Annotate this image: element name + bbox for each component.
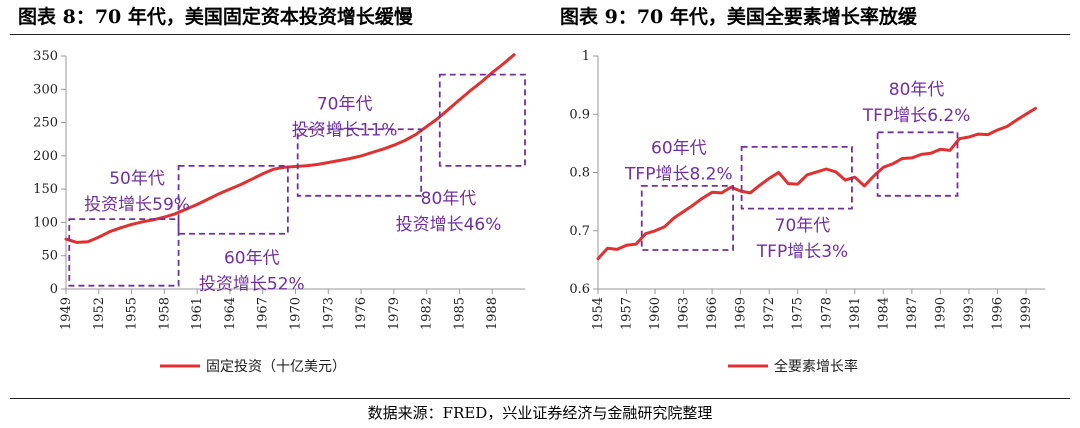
x-tick-label: 1984 <box>876 297 891 330</box>
chart-title-right: 图表 9：70 年代，美国全要素增长率放缓 <box>560 6 917 28</box>
x-tick-label: 1975 <box>791 297 806 330</box>
decade-box <box>740 145 853 210</box>
y-tick-label: 0.6 <box>569 282 590 297</box>
decade-box <box>876 131 959 197</box>
decade-annotation: TFP增长8.2% <box>624 164 733 184</box>
x-tick-label: 1952 <box>92 297 107 330</box>
x-tick-label: 1981 <box>848 297 863 330</box>
x-tick-label: 1999 <box>1019 297 1034 330</box>
series-line <box>596 106 1037 261</box>
x-tick-label: 1976 <box>354 297 369 330</box>
x-tick-label: 1967 <box>256 297 271 330</box>
x-tick-label: 1964 <box>223 297 238 330</box>
legend-label: 全要素增长率 <box>774 358 858 375</box>
x-tick-label: 1988 <box>485 297 500 330</box>
y-tick-label: 0.9 <box>569 107 590 122</box>
y-tick-label: 250 <box>33 116 58 131</box>
x-tick-label: 1973 <box>321 297 336 330</box>
y-tick-label: 1 <box>582 49 590 64</box>
decade-annotation: 70年代 <box>775 216 831 236</box>
decade-annotation: 60年代 <box>651 138 707 158</box>
chart-tfp: 0.6 0.7 0.8 0.9 1 1954 1957 1960 1963 1966 1969 197… <box>569 49 1045 375</box>
x-tick-label: 1963 <box>677 297 692 330</box>
x-tick-label: 1993 <box>962 297 977 330</box>
y-tick-label: 50 <box>41 249 58 264</box>
decade-box <box>177 164 289 235</box>
decade-annotation: 投资增长11% <box>292 120 398 140</box>
decade-box <box>640 184 734 251</box>
decade-annotation: 投资增长59% <box>84 195 190 215</box>
legend-label: 固定投资（十亿美元） <box>206 359 346 375</box>
x-tick-label: 1958 <box>157 297 172 330</box>
decade-annotation: 80年代 <box>421 189 477 209</box>
x-tick-label: 1979 <box>387 297 402 330</box>
decade-annotation: 50年代 <box>109 169 165 189</box>
y-tick-label: 0.8 <box>569 166 590 181</box>
x-tick-label: 1960 <box>648 297 663 330</box>
chart-fixed-investment: 0 50 100 150 200 250 300 350 1949 1952 1955 1958 196… <box>33 49 526 375</box>
x-tick-label: 1954 <box>591 297 606 330</box>
x-tick-label: 1970 <box>289 297 304 330</box>
decade-box <box>438 73 526 167</box>
x-tick-label: 1957 <box>620 297 635 330</box>
top-rule <box>10 34 1070 35</box>
decade-annotation: 投资增长52% <box>199 275 305 295</box>
x-tick-label: 1996 <box>990 297 1005 330</box>
x-tick-label: 1972 <box>762 297 777 330</box>
decade-box <box>296 128 423 197</box>
y-tick-label: 200 <box>33 149 58 164</box>
x-tick-label: 1955 <box>125 297 140 330</box>
decade-annotation: 80年代 <box>889 80 945 100</box>
y-tick-label: 350 <box>33 49 58 64</box>
decade-annotation: 60年代 <box>224 249 280 269</box>
x-tick-label: 1985 <box>452 297 467 330</box>
y-tick-label: 100 <box>33 215 58 230</box>
x-tick-label: 1978 <box>819 297 834 330</box>
x-tick-label: 1987 <box>905 297 920 330</box>
y-tick-label: 0 <box>50 282 58 297</box>
x-tick-label: 1982 <box>420 297 435 330</box>
y-tick-label: 300 <box>33 82 58 97</box>
y-tick-label: 150 <box>33 182 58 197</box>
x-tick-label: 1961 <box>190 297 205 330</box>
decade-annotation: TFP增长6.2% <box>862 106 971 126</box>
chart-title-left: 图表 8：70 年代，美国固定资本投资增长缓慢 <box>18 6 413 28</box>
decade-annotation: 70年代 <box>317 94 373 114</box>
x-tick-label: 1990 <box>933 297 948 330</box>
decade-annotation: TFP增长3% <box>756 242 848 262</box>
decade-annotation: 投资增长46% <box>396 215 502 235</box>
bottom-rule <box>10 398 1070 399</box>
x-tick-label: 1966 <box>705 297 720 330</box>
y-tick-label: 0.7 <box>569 224 590 239</box>
x-tick-label: 1949 <box>59 297 74 330</box>
x-tick-label: 1969 <box>734 297 749 330</box>
decade-box <box>68 218 180 287</box>
source-note: 数据来源：FRED，兴业证券经济与金融研究院整理 <box>367 404 713 422</box>
